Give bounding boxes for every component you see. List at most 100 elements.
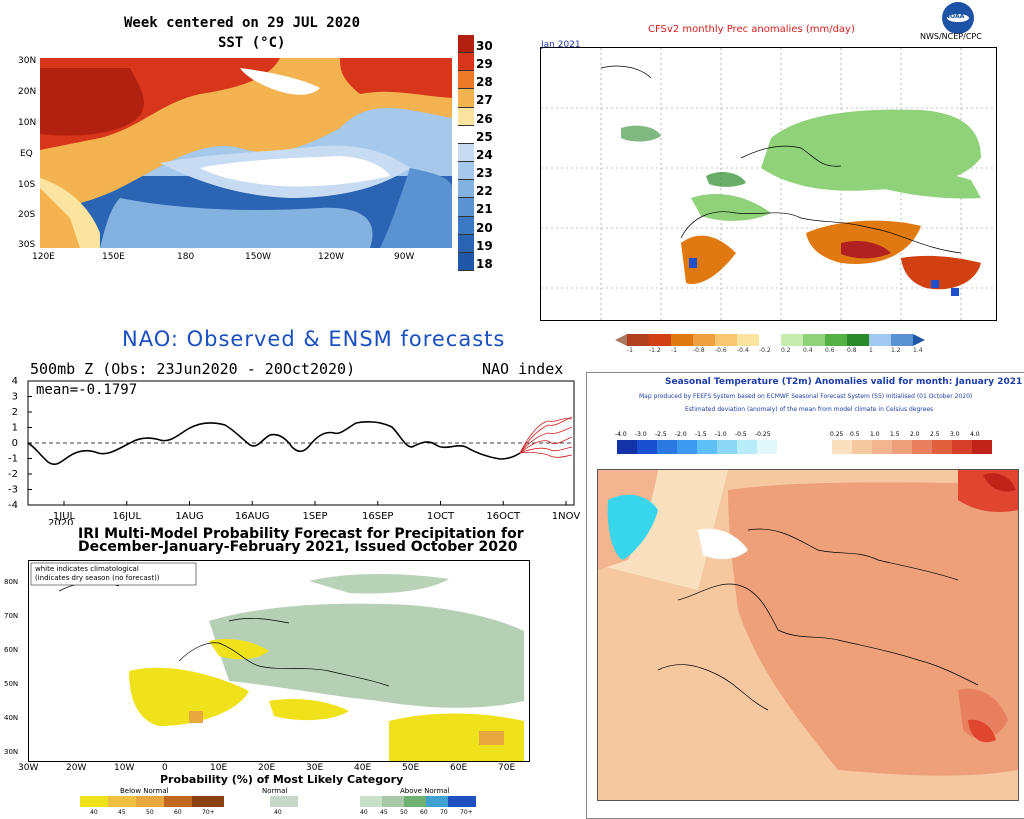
sst-colorbar-swatch: [458, 53, 474, 72]
sst-colorbar-label: 25: [476, 129, 493, 144]
cfs-scale-label: 0.2: [781, 347, 791, 354]
sst-colorbar-swatch: [458, 89, 474, 108]
iri-below-tick: 60: [174, 809, 182, 816]
nao-chart: 4 3 2 1 0 -1 -2 -3 -4 1JUL 16JUL 1AUG 16AUG 1SEP 16SE…: [8, 377, 580, 522]
cfs-scale-label: -1: [671, 347, 677, 354]
iri-above-tick: 70: [440, 809, 448, 816]
sst-colorbar-swatch: [458, 198, 474, 217]
iri-above-tick: 70+: [460, 809, 473, 816]
iri-lat-label: 30N: [4, 748, 19, 756]
iri-lat-label: 60N: [4, 646, 19, 654]
cfs-subtitle: Jan 2021: [541, 40, 581, 50]
sst-colorbar-label: 26: [476, 111, 493, 126]
sst-title-line1: Week centered on 29 JUL 2020: [124, 15, 361, 31]
ecmwf-warm-tick: 1.0: [870, 431, 880, 438]
sst-colorbar-swatch: [458, 35, 474, 54]
nao-x-tick-label: 1JUL: [53, 511, 76, 522]
sst-lon-120e: 120E: [32, 252, 55, 262]
iri-lon-label: 10W: [114, 763, 135, 773]
sst-colorbar-swatch: [458, 143, 474, 163]
sst-map: [40, 58, 452, 248]
nao-y-tick-label: 4: [12, 377, 18, 387]
sst-colorbar-labels: 30 29 28 27 26 25 24 23 22 21 20 19 18: [476, 39, 500, 275]
ecmwf-line3: Estimated deviation (anomaly) of the mea…: [685, 406, 934, 413]
sst-colorbar-label: 28: [476, 75, 493, 90]
cfs-colorbar-labels: -1 -1.2 -1 -0.8 -0.6 -0.4 -0.2 0.2 0.4 0.6 0.8 1 1.2…: [627, 347, 927, 355]
ecmwf-warm-tick: 3.0: [950, 431, 960, 438]
iri-panel: IRI Multi-Model Probability Forecast for…: [0, 523, 580, 817]
cfs-scale-label: 1.2: [891, 347, 901, 354]
iri-above-tick: 40: [360, 809, 368, 816]
iri-lon-label: 20E: [258, 763, 276, 773]
nao-y-tick-label: 1: [12, 423, 18, 434]
ecmwf-warm-ticks: 0.25 0.5 1.0 1.5 2.0 2.5 3.0 4.0: [830, 431, 1000, 439]
sst-lat-30n: 30N: [18, 56, 37, 66]
nao-index-label: NAO index: [482, 360, 564, 378]
ecmwf-cold-tick: -4.0: [615, 431, 627, 438]
nao-x-tick-label: 1OCT: [427, 511, 455, 522]
iri-above-tick: 50: [400, 809, 408, 816]
ecmwf-cold-bar: [617, 440, 777, 454]
nao-y-tick-label: -2: [8, 469, 18, 480]
iri-below-tick: 50: [146, 809, 154, 816]
nao-x-tick-label: 1SEP: [302, 511, 327, 522]
ecmwf-cold-tick: -1.5: [695, 431, 707, 438]
ecmwf-title: Seasonal Temperature (T2m) Anomalies val…: [665, 377, 1023, 387]
sst-lat-10s: 10S: [18, 180, 36, 190]
cfs-title: CFSv2 monthly Prec anomalies (mm/day): [648, 24, 855, 35]
nao-x-tick-label: 1AUG: [175, 511, 203, 522]
iri-normal-tick: 40: [274, 809, 282, 816]
iri-lat-label: 80N: [4, 578, 19, 586]
cfs-scale-label: -1.2: [649, 347, 661, 354]
iri-lon-label: 70E: [498, 763, 516, 773]
sst-colorbar-swatch: [458, 71, 474, 90]
sst-colorbar-swatch: [458, 162, 474, 181]
ecmwf-warm-tick: 2.5: [930, 431, 940, 438]
iri-lon-label: 50E: [402, 763, 420, 773]
cfs-scale-label: -1: [627, 347, 633, 354]
sst-colorbar-swatch: [458, 125, 474, 144]
sst-colorbar-label: 21: [476, 202, 493, 217]
ecmwf-warm-tick: 0.5: [850, 431, 860, 438]
cfs-scale-label: 0.4: [803, 347, 813, 354]
cfs-scale-label: 1.4: [913, 347, 923, 354]
iri-lat-axis: 80N 70N 60N 50N 40N 30N: [4, 578, 28, 758]
iri-below-tick: 40: [90, 809, 98, 816]
iri-lat-label: 50N: [4, 680, 19, 688]
nao-x-tick-label: 1NOV: [552, 511, 580, 522]
sst-panel: Week centered on 29 JUL 2020 SST (°C) 30…: [0, 0, 500, 275]
nao-year: 2020: [48, 518, 74, 525]
cfs-org: NWS/NCEP/CPC: [920, 32, 982, 41]
iri-below-tick: 70+: [202, 809, 215, 816]
sst-colorbar-swatch: [458, 180, 474, 199]
iri-lon-axis: 30W 20W 10W 0 10E 20E 30E 40E 50E 60E 70E: [18, 763, 538, 775]
sst-colorbar: [458, 35, 474, 271]
nao-y-tick-label: 3: [12, 392, 18, 403]
iri-lat-label: 70N: [4, 612, 19, 620]
sst-colorbar-label: 22: [476, 184, 493, 199]
nao-x-tick-label: 16OCT: [486, 511, 521, 522]
nao-panel: NAO: Observed & ENSM forecasts 500mb Z (…: [0, 325, 580, 525]
ecmwf-line2: Map produced by FEEFS System based on EC…: [639, 393, 973, 400]
iri-lon-label: 30E: [306, 763, 324, 773]
sst-colorbar-swatch: [458, 107, 474, 126]
nao-subtitle: 500mb Z (Obs: 23Jun2020 - 20Oct2020): [30, 360, 356, 378]
nao-x-tick-label: 16SEP: [362, 511, 393, 522]
nao-x-tick-label: 16JUL: [112, 511, 141, 522]
cfs-map: [541, 48, 996, 320]
iri-above-tick: 45: [380, 809, 388, 816]
ecmwf-warm-bar: [832, 440, 992, 454]
iri-lon-label: 30W: [18, 763, 39, 773]
iri-below-ticks: 40 45 50 60 70+: [82, 809, 232, 817]
ecmwf-cold-ticks: -4.0 -3.0 -2.5 -2.0 -1.5 -1.0 -0.5 -0.25: [615, 431, 785, 439]
sst-lon-180: 180: [177, 252, 195, 262]
sst-lat-eq: EQ: [20, 149, 33, 159]
ecmwf-panel: Seasonal Temperature (T2m) Anomalies val…: [586, 372, 1024, 819]
ecmwf-warm-tick: 4.0: [970, 431, 980, 438]
noaa-logo-text: NOAA: [945, 13, 965, 20]
nao-y-tick-label: -4: [8, 500, 18, 511]
nao-y-tick-label: 0: [12, 438, 18, 449]
ecmwf-cold-tick: -2.5: [655, 431, 667, 438]
noaa-logo: NOAA: [942, 2, 974, 34]
nao-mean: mean=-0.1797: [36, 382, 138, 398]
